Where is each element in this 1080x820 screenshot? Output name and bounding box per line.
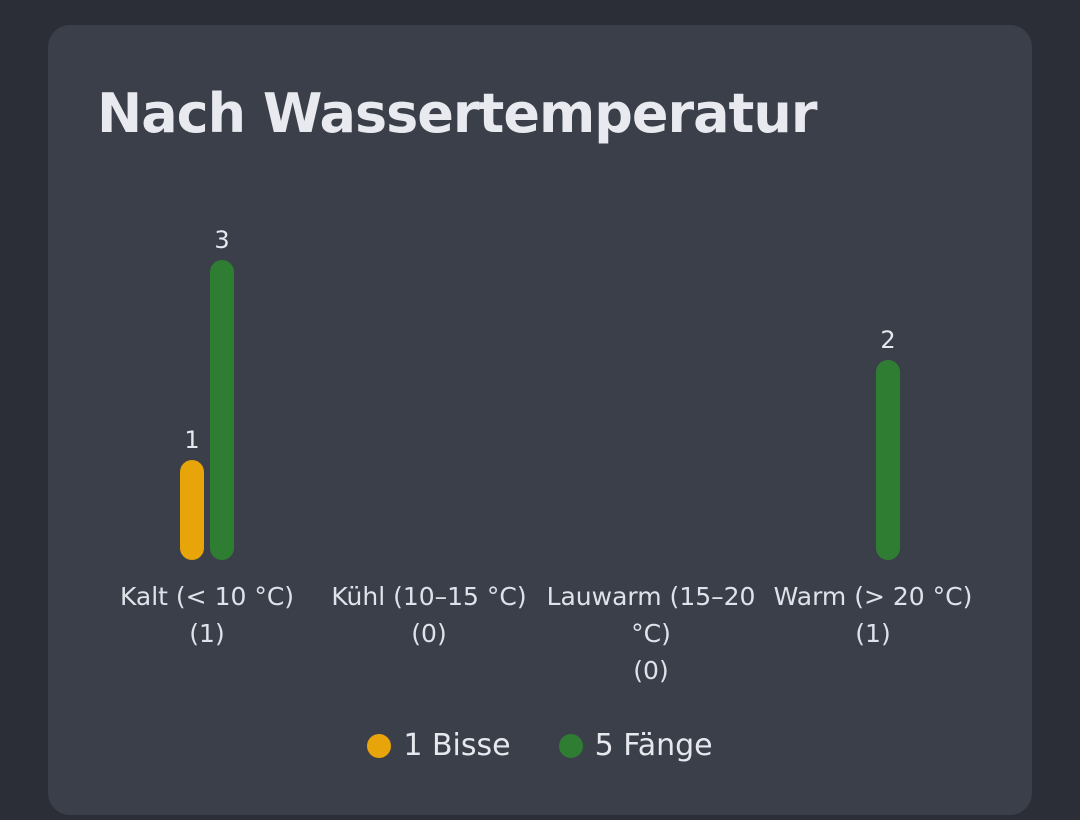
- legend: 1 Bisse 5 Fänge: [0, 728, 1080, 763]
- legend-swatch: [558, 733, 583, 758]
- legend-item: 1 Bisse: [367, 728, 511, 763]
- category-name: Kühl (10–15 °C): [331, 582, 527, 611]
- chart-title: Nach Wassertemperatur: [97, 82, 817, 145]
- bar: [210, 260, 234, 560]
- category-name: Lauwarm (15–20 °C): [546, 582, 756, 648]
- legend-swatch: [367, 733, 392, 758]
- bar: [180, 460, 204, 560]
- legend-item: 5 Fänge: [558, 728, 713, 763]
- data-label: 1: [184, 426, 199, 454]
- category-count: (0): [633, 656, 669, 685]
- category-count: (0): [411, 619, 447, 648]
- category-count: (1): [855, 619, 891, 648]
- category-name: Kalt (< 10 °C): [119, 582, 295, 611]
- legend-label: 5 Fänge: [594, 728, 713, 763]
- category-label: Kühl (10–15 °C) (0): [314, 578, 544, 652]
- category-label: Kalt (< 10 °C) (1): [92, 578, 322, 652]
- category-label: Warm (> 20 °C) (1): [758, 578, 988, 652]
- bar: [876, 360, 900, 560]
- data-label: 2: [880, 326, 895, 354]
- legend-label: 1 Bisse: [403, 728, 511, 763]
- data-label: 3: [214, 226, 229, 254]
- category-count: (1): [189, 619, 225, 648]
- category-name: Warm (> 20 °C): [773, 582, 973, 611]
- category-label: Lauwarm (15–20 °C) (0): [536, 578, 766, 689]
